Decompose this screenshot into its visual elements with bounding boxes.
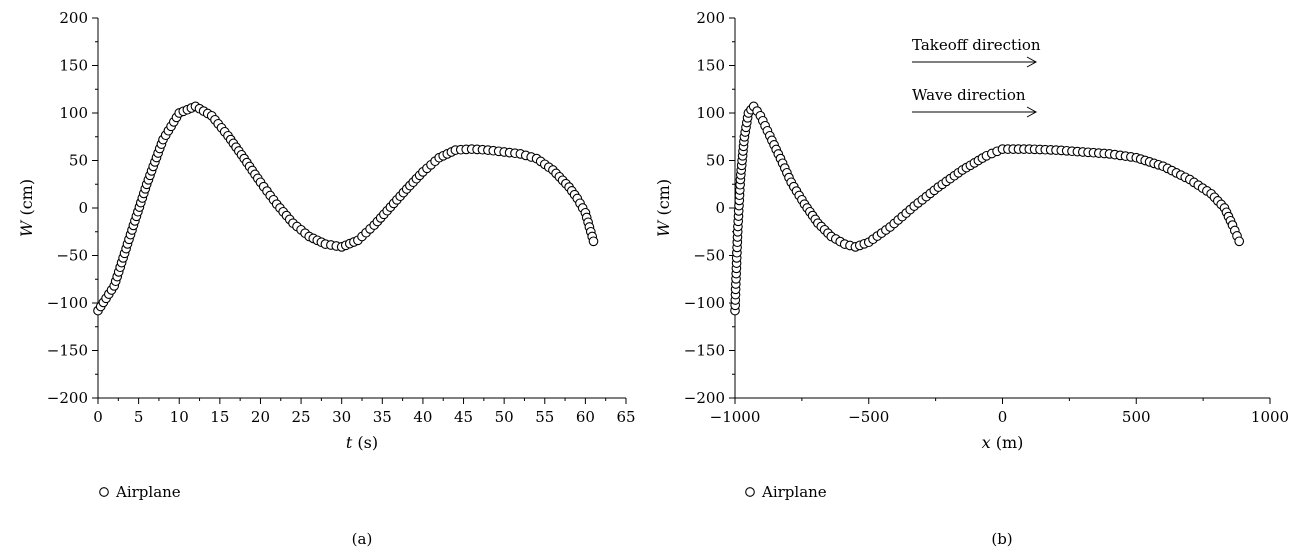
x-tick-label: 50: [495, 408, 514, 426]
annotation-arrowhead: [1026, 106, 1038, 118]
x-tick-label: 40: [413, 408, 432, 426]
y-tick-label: −50: [693, 247, 725, 265]
annotation-text: Takeoff direction: [912, 36, 1041, 54]
panel-caption: (a): [352, 530, 373, 548]
y-tick-label: −200: [47, 389, 88, 407]
x-tick-label: −1000: [710, 408, 761, 426]
x-tick-label: 30: [332, 408, 351, 426]
y-tick-label: 150: [696, 57, 725, 75]
annotation-text: Wave direction: [912, 86, 1026, 104]
y-tick-label: 150: [59, 57, 88, 75]
x-axis-var: t: [346, 433, 353, 452]
x-tick-label: 0: [998, 408, 1008, 426]
x-tick-label: 0: [93, 408, 103, 426]
annotation-arrowhead: [1026, 56, 1038, 68]
y-axis-var: W: [17, 219, 36, 237]
y-tick-label: 50: [69, 152, 88, 170]
legend-label: Airplane: [761, 483, 827, 501]
x-tick-label: 20: [251, 408, 270, 426]
y-tick-label: 100: [696, 104, 725, 122]
legend-marker: [745, 487, 755, 497]
x-axis-title: x (m): [982, 433, 1024, 452]
x-tick-label: 15: [210, 408, 229, 426]
panel-a: 0 5 10 15 20 25 30 35 40 45 50 55 60 65 −200 −150 −100 −5…: [17, 9, 636, 548]
y-tick-label: 200: [696, 9, 725, 27]
y-axis-title: W (cm): [17, 179, 36, 237]
legend-marker: [99, 487, 109, 497]
x-tick-label: 500: [1122, 408, 1151, 426]
y-tick-label: 100: [59, 104, 88, 122]
y-axis-unit: (cm): [17, 179, 36, 221]
x-tick-label: 5: [134, 408, 144, 426]
y-tick-label: 0: [715, 199, 725, 217]
y-tick-label: −50: [56, 247, 88, 265]
panel-caption: (b): [991, 530, 1012, 548]
x-tick-label: 60: [576, 408, 595, 426]
y-axis-unit: (cm): [654, 179, 673, 221]
y-axis-var: W: [654, 219, 673, 237]
x-axis-title: t (s): [346, 433, 378, 452]
y-tick-label: −200: [684, 389, 725, 407]
x-tick-label: 55: [535, 408, 554, 426]
legend-label: Airplane: [115, 483, 181, 501]
x-tick-label: 35: [373, 408, 392, 426]
y-tick-label: 50: [706, 152, 725, 170]
x-tick-label: −500: [848, 408, 889, 426]
data-point: [1234, 236, 1245, 247]
x-tick-label: 1000: [1251, 408, 1289, 426]
x-tick-label: 45: [454, 408, 473, 426]
x-axis-unit: (s): [352, 433, 378, 452]
y-tick-label: −100: [684, 294, 725, 312]
y-tick-label: −150: [684, 342, 725, 360]
x-axis-var: x: [982, 433, 991, 452]
x-tick-label: 65: [616, 408, 635, 426]
y-tick-label: 200: [59, 9, 88, 27]
x-tick-label: 10: [170, 408, 189, 426]
x-axis-unit: (m): [991, 433, 1024, 452]
data-point: [588, 236, 599, 247]
x-tick-label: 25: [292, 408, 311, 426]
y-tick-label: −100: [47, 294, 88, 312]
panel-b: −1000 −500 0 500 1000−200−150−100−5005010015…: [654, 9, 1289, 548]
y-tick-label: −150: [47, 342, 88, 360]
y-tick-label: 0: [78, 199, 88, 217]
y-axis-title: W (cm): [654, 179, 673, 237]
